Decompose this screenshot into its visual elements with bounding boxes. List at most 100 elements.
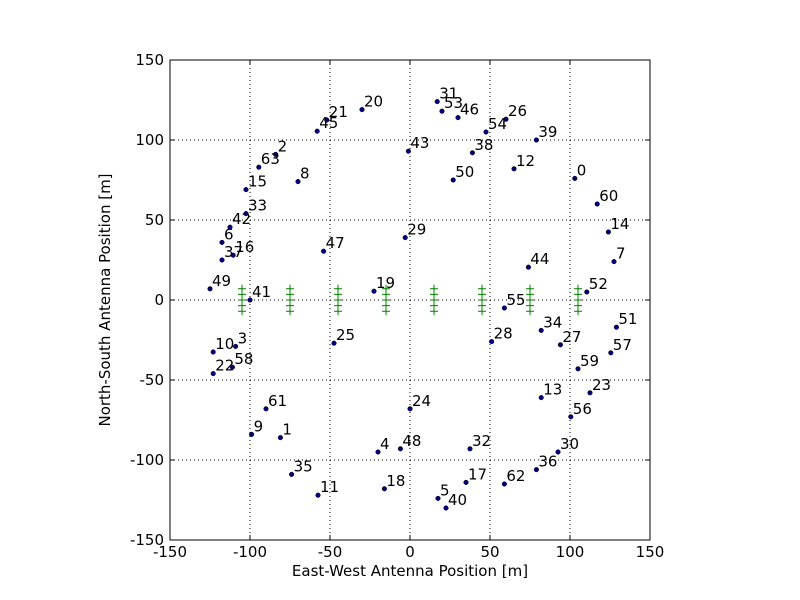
antenna-point [314, 128, 320, 134]
antenna-label: 61 [268, 392, 287, 410]
plus-marker [430, 307, 438, 316]
antenna-label: 2 [278, 137, 288, 155]
antenna-point [227, 224, 233, 230]
antenna-label: 44 [530, 250, 549, 268]
antenna-point [443, 505, 449, 511]
antenna-point [501, 481, 507, 487]
antenna-label: 34 [543, 313, 562, 331]
antenna-label: 26 [508, 102, 527, 120]
antenna-label: 1 [282, 421, 292, 439]
marks: 0123456789101112131415161718192021222324… [207, 85, 637, 511]
antenna-label: 32 [472, 432, 491, 450]
antenna-point [557, 342, 563, 348]
antenna-point [359, 107, 365, 113]
antenna-point [371, 288, 377, 294]
antenna-point [587, 390, 593, 396]
antenna-point [463, 479, 469, 485]
antenna-point [207, 286, 213, 292]
antenna-point [249, 431, 255, 437]
antenna-label: 37 [224, 243, 243, 261]
antenna-label: 7 [616, 245, 626, 263]
antenna-label: 5 [440, 481, 450, 499]
antenna-point [575, 366, 581, 372]
antenna-label: 41 [252, 283, 271, 301]
antenna-label: 25 [336, 326, 355, 344]
antenna-point [455, 115, 461, 121]
antenna-point [611, 259, 617, 265]
antenna-point [210, 349, 216, 355]
antenna-point [219, 257, 225, 263]
y-tick-label: 100 [135, 131, 164, 149]
y-axis-label: North-South Antenna Position [m] [96, 173, 114, 426]
antenna-point [501, 305, 507, 311]
antenna-point [243, 211, 249, 217]
antenna-point [572, 175, 578, 181]
antenna-label: 56 [573, 400, 592, 418]
antenna-label: 31 [439, 85, 458, 103]
antenna-point [277, 435, 283, 441]
antenna-point [402, 235, 408, 241]
antenna-label: 24 [412, 392, 431, 410]
antenna-point [489, 339, 495, 345]
antenna-point [407, 406, 413, 412]
antenna-point [435, 495, 441, 501]
antenna-point [324, 117, 330, 123]
antenna-label: 46 [460, 101, 479, 119]
antenna-label: 36 [538, 453, 557, 471]
antenna-label: 9 [254, 417, 264, 435]
antenna-point [229, 364, 235, 370]
y-tick-label: 50 [145, 211, 164, 229]
antenna-label: 28 [494, 325, 513, 343]
antenna-point [608, 350, 614, 356]
antenna-label: 62 [506, 467, 525, 485]
plus-marker [574, 307, 582, 316]
plus-marker [286, 307, 294, 316]
antenna-label: 10 [215, 335, 234, 353]
antenna-label: 49 [212, 272, 231, 290]
antenna-point [295, 179, 301, 185]
antenna-point [450, 177, 456, 183]
y-tick-label: 150 [135, 51, 164, 69]
x-tick-label: 100 [556, 543, 585, 561]
antenna-label: 3 [238, 329, 248, 347]
antenna-point [219, 239, 225, 245]
plus-marker [382, 307, 390, 316]
antenna-label: 58 [234, 350, 253, 368]
antenna-point [467, 446, 473, 452]
antenna-label: 0 [577, 161, 587, 179]
antenna-label: 22 [215, 357, 234, 375]
y-tick-label: 0 [154, 291, 164, 309]
antenna-label: 43 [410, 134, 429, 152]
antenna-label: 40 [448, 491, 467, 509]
antenna-label: 48 [402, 432, 421, 450]
antenna-point [210, 371, 216, 377]
antenna-label: 38 [474, 136, 493, 154]
x-tick-label: -100 [233, 543, 267, 561]
antenna-label: 20 [364, 93, 383, 111]
x-tick-label: 150 [636, 543, 665, 561]
antenna-label: 29 [407, 221, 426, 239]
antenna-point [538, 327, 544, 333]
antenna-point [533, 137, 539, 143]
antenna-label: 33 [248, 197, 267, 215]
antenna-label: 8 [300, 165, 310, 183]
antenna-label: 53 [444, 94, 463, 112]
antenna-point [584, 289, 590, 295]
x-tick-label: 50 [480, 543, 499, 561]
antenna-label: 60 [599, 187, 618, 205]
antenna-label: 52 [589, 275, 608, 293]
antenna-label: 11 [320, 478, 339, 496]
antenna-label: 47 [326, 234, 345, 252]
antenna-label: 16 [235, 238, 254, 256]
x-tick-label: 0 [405, 543, 415, 561]
antenna-point [256, 164, 262, 170]
antenna-point [381, 486, 387, 492]
antenna-point [315, 492, 321, 498]
antenna-label: 57 [613, 336, 632, 354]
plus-marker [238, 307, 246, 316]
antenna-point [525, 264, 531, 270]
y-tick-label: -100 [130, 451, 164, 469]
antenna-label: 12 [516, 152, 535, 170]
antenna-label: 21 [329, 103, 348, 121]
